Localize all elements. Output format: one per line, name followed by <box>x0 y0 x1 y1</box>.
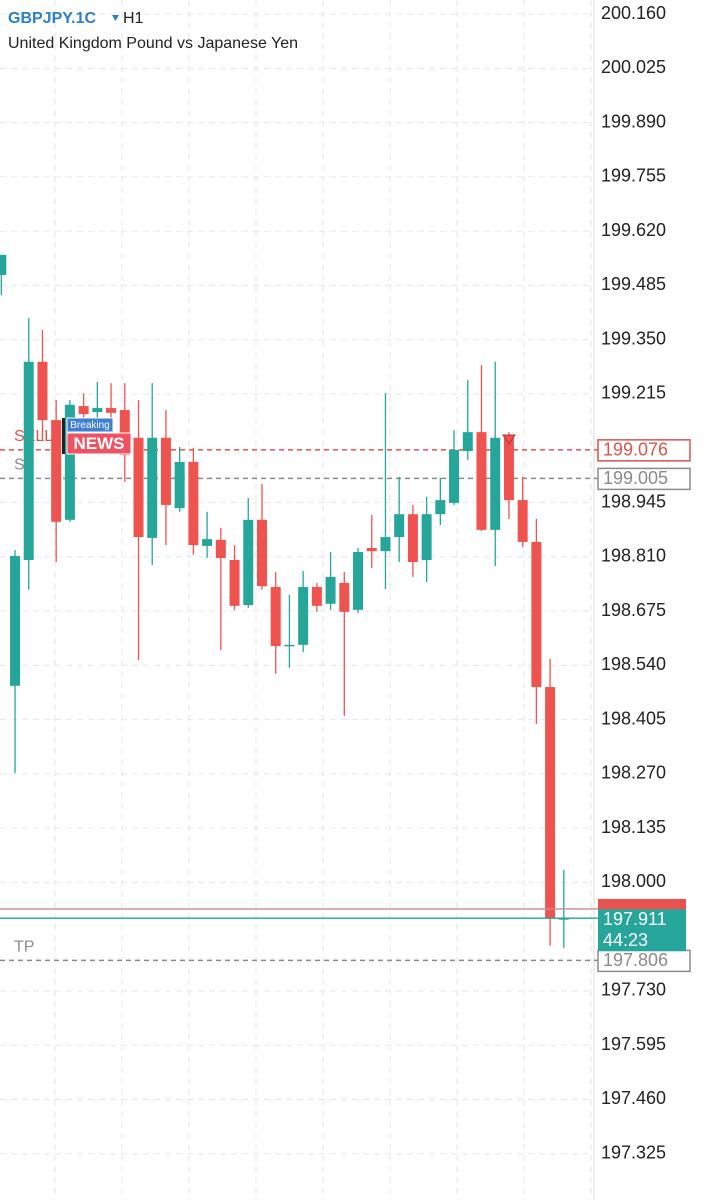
candle-body <box>106 408 117 413</box>
candle-body <box>462 432 473 452</box>
price-box-label: 199.076 <box>603 440 668 460</box>
y-tick-label: 199.890 <box>601 111 666 131</box>
y-tick-label: 198.945 <box>601 491 666 511</box>
timeframe[interactable]: H1 <box>123 10 144 27</box>
y-tick-label: 199.755 <box>601 166 666 186</box>
y-tick-label: 197.325 <box>601 1143 666 1163</box>
candle-body <box>229 560 240 606</box>
badge-breaking: Breaking <box>70 420 109 431</box>
candle-body <box>202 539 213 546</box>
candle-body <box>435 500 446 515</box>
y-tick-label: 200.025 <box>601 57 666 77</box>
y-tick-label: 197.595 <box>601 1034 666 1054</box>
y-tick-label: 197.460 <box>601 1088 666 1108</box>
y-tick-label: 198.540 <box>601 654 666 674</box>
candle-body <box>531 541 542 688</box>
y-tick-label: 198.675 <box>601 600 666 620</box>
price-box <box>597 467 691 491</box>
countdown: 44:23 <box>603 930 648 950</box>
candle-body <box>174 461 185 509</box>
candle-body <box>0 254 7 275</box>
y-tick-label: 198.810 <box>601 546 666 566</box>
candle-body <box>284 644 295 647</box>
candle-body <box>10 555 21 686</box>
bid-label: 197.911 <box>603 909 667 929</box>
candle-body <box>517 500 528 542</box>
description: United Kingdom Pound vs Japanese Yen <box>8 35 298 52</box>
candle-body <box>490 437 501 530</box>
candle-body <box>147 437 158 538</box>
candle-body <box>270 586 281 647</box>
candle-body <box>243 519 254 606</box>
y-tick-label: 199.620 <box>601 220 666 240</box>
price-line-name: TP <box>14 939 34 956</box>
y-tick-label: 199.485 <box>601 274 666 294</box>
price-box-label: 197.806 <box>603 950 668 970</box>
y-tick-label: 198.405 <box>601 708 666 728</box>
candle-body <box>78 406 89 415</box>
candle-body <box>37 361 48 421</box>
candle-body <box>421 514 432 560</box>
symbol-dropdown[interactable] <box>112 15 119 21</box>
symbol[interactable]: GBPJPY.1C <box>8 10 96 27</box>
candle-body <box>92 408 103 413</box>
candle-body <box>256 519 267 587</box>
candle-body <box>366 547 377 552</box>
candle-body <box>64 404 75 520</box>
badge-bar <box>62 418 65 454</box>
candle-body <box>545 687 556 918</box>
candle-body <box>394 514 405 538</box>
y-tick-label: 199.215 <box>601 383 666 403</box>
candle-body <box>407 514 418 563</box>
candle-body <box>503 437 514 501</box>
candle-body <box>380 537 391 552</box>
badge-news <box>66 432 132 455</box>
badge-top <box>66 417 114 433</box>
y-tick-label: 198.000 <box>601 871 666 891</box>
candle-body <box>325 576 336 604</box>
sell-arrow <box>502 434 516 445</box>
candle-body <box>188 461 199 546</box>
candle-body <box>558 918 569 920</box>
candle-body <box>133 437 144 538</box>
price-box-label: 199.005 <box>603 468 668 488</box>
bid-box <box>598 909 686 952</box>
y-tick-label: 198.135 <box>601 817 666 837</box>
candle-body <box>23 361 34 560</box>
candle-body <box>160 437 171 505</box>
candle-body <box>51 420 62 522</box>
candle-body <box>311 586 322 606</box>
candle-body <box>298 586 309 645</box>
y-tick-label: 200.160 <box>601 3 666 23</box>
price-box <box>597 439 691 462</box>
candle-body <box>449 449 460 503</box>
candle-body <box>339 582 350 612</box>
y-tick-label: 197.730 <box>601 980 666 1000</box>
candle-body <box>353 551 364 610</box>
candle-body <box>476 432 487 530</box>
y-tick-label: 199.350 <box>601 328 666 348</box>
badge-news-text: NEWS <box>74 434 125 453</box>
candle-body <box>215 539 226 558</box>
y-tick-label: 198.270 <box>601 763 666 783</box>
